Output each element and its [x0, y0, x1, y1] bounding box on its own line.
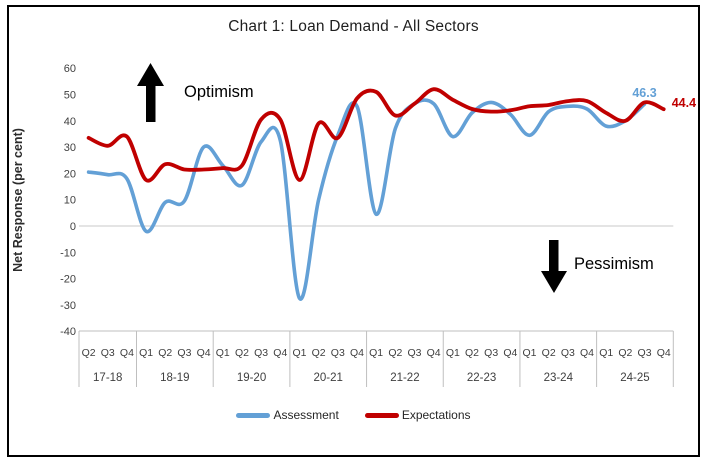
y-tick-label: -20	[60, 274, 76, 286]
y-tick-label: -30	[60, 300, 76, 312]
chart-title: Chart 1: Loan Demand - All Sectors	[228, 18, 479, 35]
up-arrow-icon	[134, 60, 168, 135]
quarter-tick-label: Q2	[312, 347, 326, 359]
quarter-tick-label: Q4	[427, 347, 441, 359]
pessimism-label: Pessimism	[574, 255, 654, 273]
quarter-tick-label: Q3	[484, 347, 498, 359]
legend-item-assessment: Assessment	[236, 408, 339, 422]
quarter-tick-label: Q4	[350, 347, 364, 359]
quarter-tick-label: Q2	[465, 347, 479, 359]
year-tick-label: 23-24	[544, 372, 574, 384]
quarter-tick-label: Q4	[580, 347, 594, 359]
quarter-tick-label: Q3	[638, 347, 652, 359]
year-tick-label: 19-20	[237, 372, 266, 384]
legend-label-assessment: Assessment	[273, 408, 339, 422]
quarter-tick-label: Q3	[101, 347, 115, 359]
quarter-tick-label: Q4	[120, 347, 134, 359]
y-tick-label: 60	[64, 63, 76, 75]
y-tick-label: 40	[64, 116, 76, 128]
expectations-end-label: 44.4	[672, 96, 696, 110]
y-tick-label: 30	[64, 142, 76, 154]
quarter-tick-label: Q3	[254, 347, 268, 359]
quarter-tick-label: Q2	[388, 347, 402, 359]
expectations-line-swatch-icon	[364, 412, 399, 418]
y-tick-label: 0	[70, 221, 76, 233]
year-tick-label: 24-25	[620, 372, 649, 384]
legend-label-expectations: Expectations	[401, 408, 471, 422]
year-tick-label: 22-23	[467, 372, 496, 384]
quarter-tick-label: Q1	[369, 347, 383, 359]
quarter-tick-label: Q2	[158, 347, 172, 359]
y-tick-label: 10	[64, 195, 76, 207]
quarter-tick-label: Q3	[407, 347, 421, 359]
year-tick-label: 17-18	[93, 372, 122, 384]
legend-item-expectations: Expectations	[364, 408, 471, 422]
quarter-tick-label: Q1	[446, 347, 460, 359]
quarter-tick-label: Q2	[618, 347, 632, 359]
quarter-tick-label: Q2	[82, 347, 96, 359]
optimism-label: Optimism	[184, 83, 254, 101]
legend: Assessment Expectations	[0, 408, 707, 422]
chart-frame	[7, 5, 700, 457]
quarter-tick-label: Q4	[503, 347, 517, 359]
assessment-line	[86, 98, 647, 301]
quarter-tick-label: Q3	[177, 347, 191, 359]
quarter-tick-label: Q1	[292, 347, 306, 359]
y-tick-label: 20	[64, 168, 76, 180]
y-tick-label: -40	[60, 326, 76, 338]
quarter-tick-label: Q1	[599, 347, 613, 359]
quarter-tick-label: Q1	[523, 347, 537, 359]
quarter-tick-label: Q3	[561, 347, 575, 359]
quarter-tick-label: Q1	[139, 347, 153, 359]
quarter-tick-label: Q1	[216, 347, 230, 359]
expectations-line	[86, 87, 666, 183]
year-tick-label: 18-19	[160, 372, 189, 384]
quarter-tick-label: Q2	[235, 347, 249, 359]
y-tick-label: -10	[60, 247, 76, 259]
assessment-line-swatch-icon	[236, 412, 271, 418]
quarter-tick-label: Q2	[542, 347, 556, 359]
year-tick-label: 21-22	[390, 372, 419, 384]
assessment-end-label: 46.3	[632, 86, 656, 100]
quarter-tick-label: Q3	[331, 347, 345, 359]
quarter-tick-label: Q4	[197, 347, 211, 359]
quarter-tick-label: Q4	[657, 347, 671, 359]
down-arrow-icon	[538, 238, 572, 303]
quarter-tick-label: Q4	[273, 347, 287, 359]
y-tick-label: 50	[64, 90, 76, 102]
year-tick-label: 20-21	[314, 372, 343, 384]
